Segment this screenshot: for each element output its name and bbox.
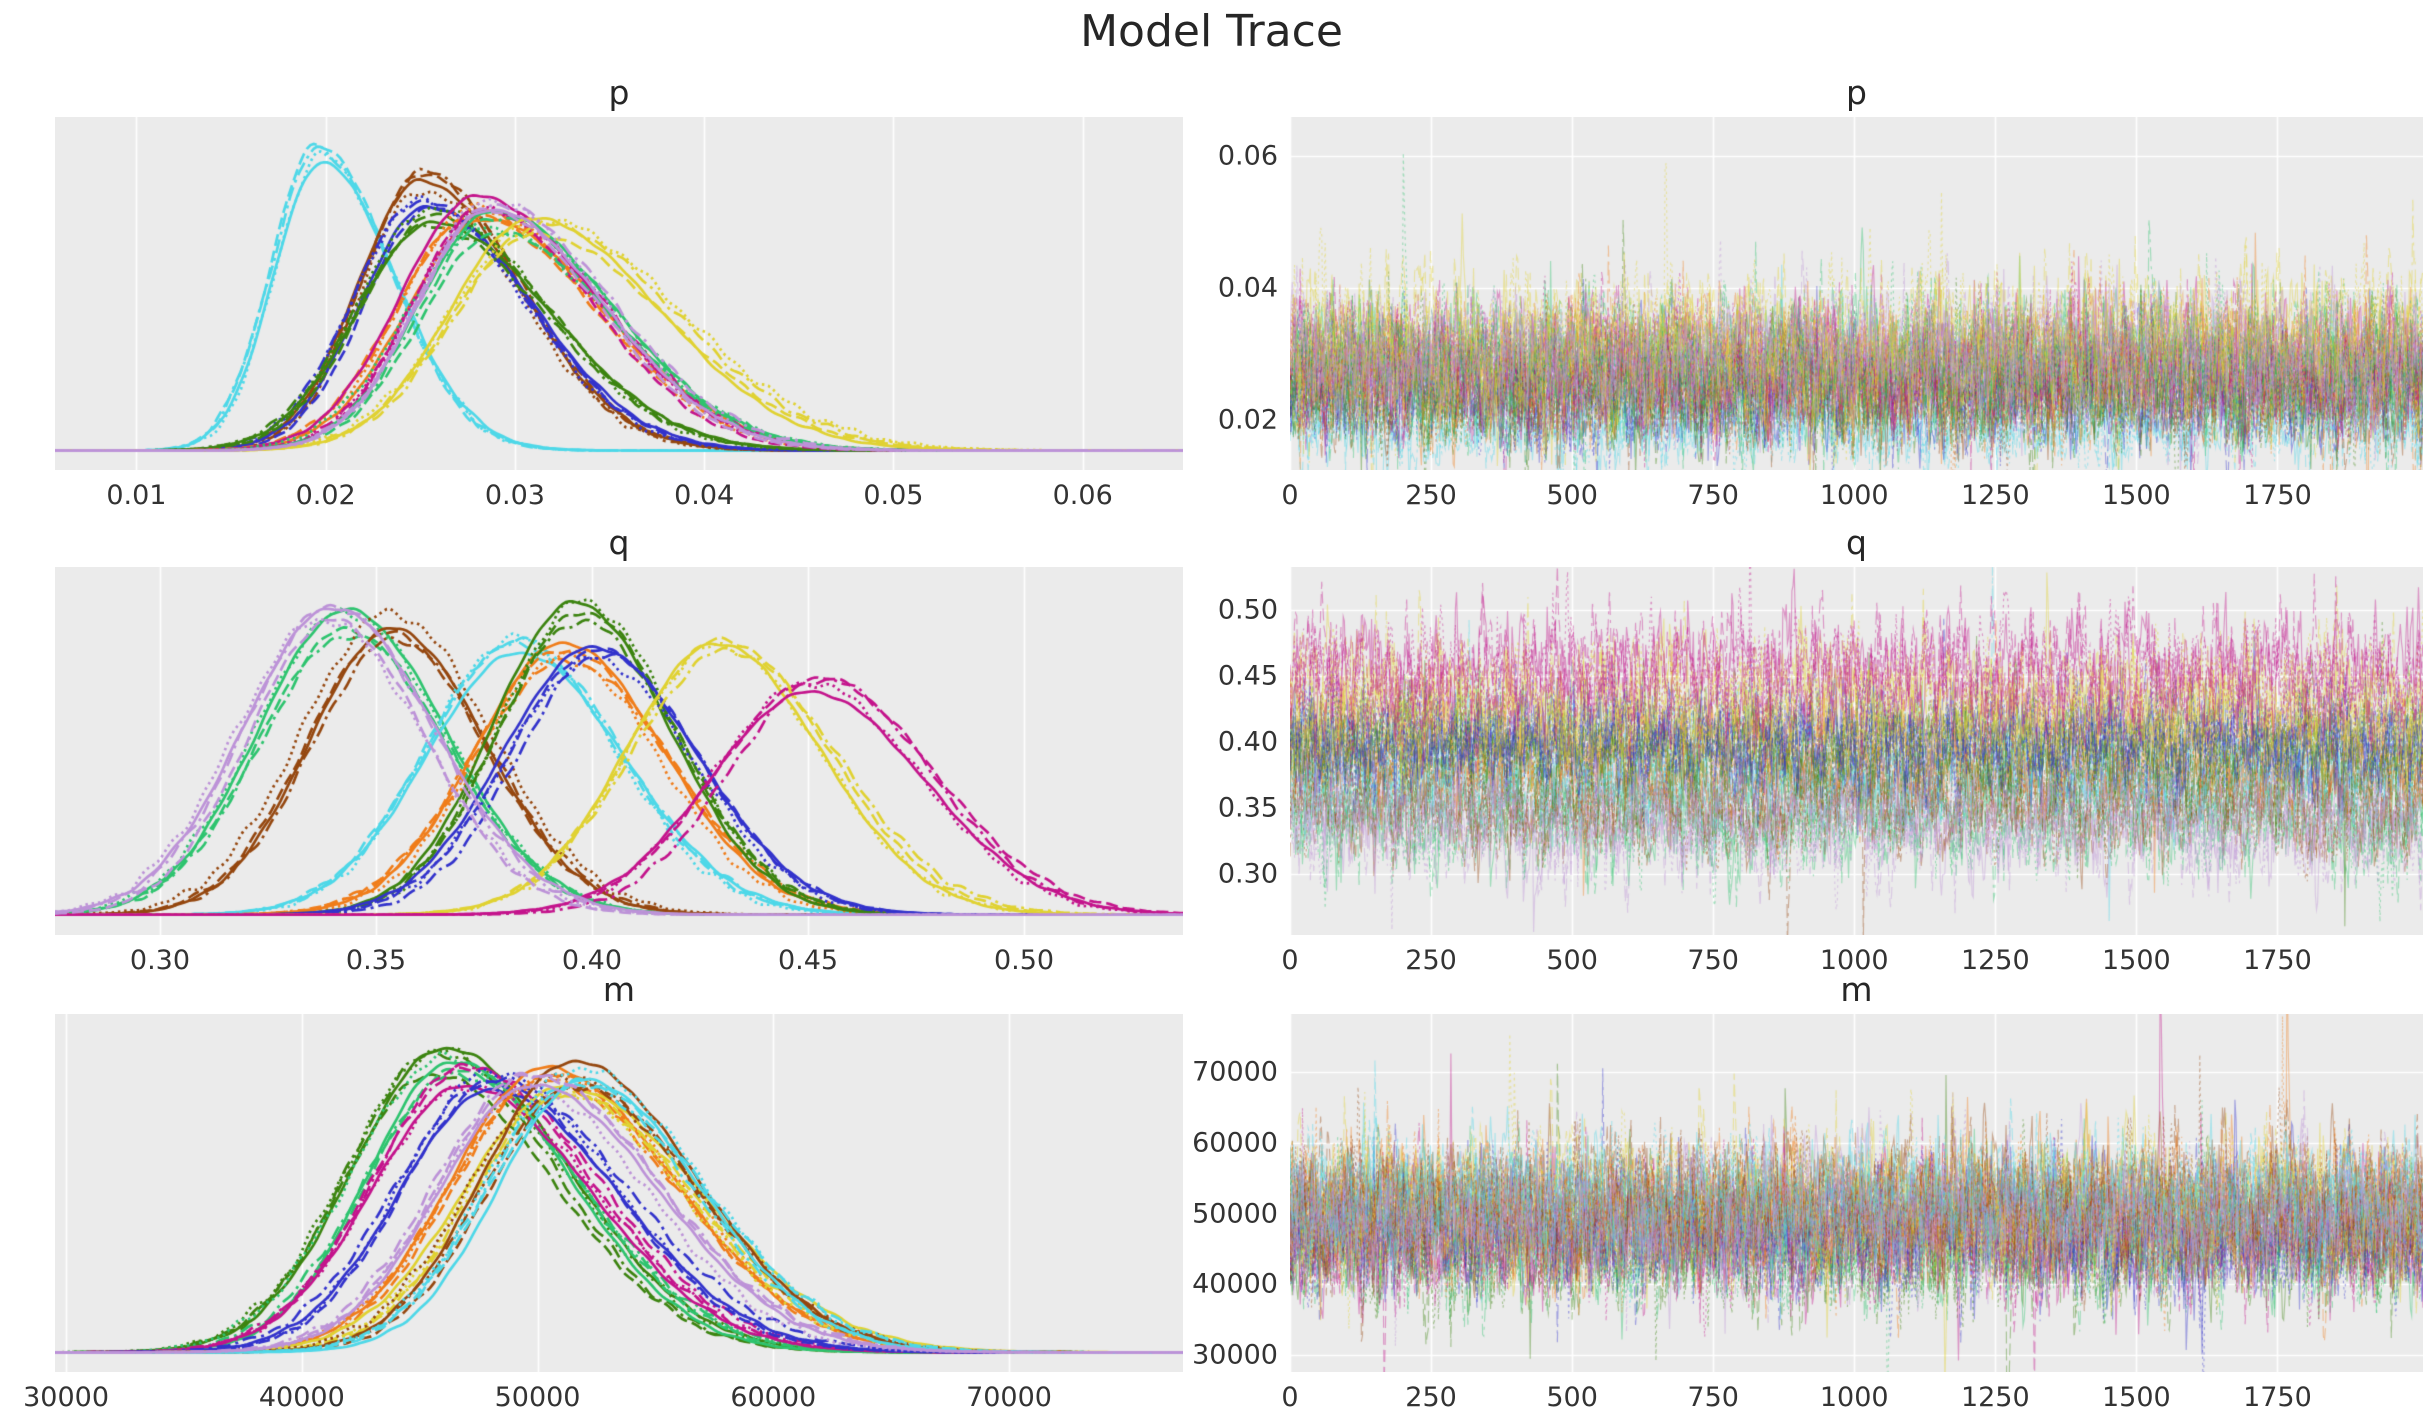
tick-label: 500 (1546, 945, 1598, 976)
tick-label: 1000 (1819, 480, 1889, 511)
tick-label: 1250 (1960, 945, 2030, 976)
q-trace-y-tick-labels: 0.30 0.35 0.40 0.45 0.50 (1190, 567, 1290, 935)
tick-label: 250 (1405, 1382, 1457, 1413)
tick-label: 1250 (1960, 480, 2030, 511)
m-trace-x-tick-labels: 0 250 500 750 1000 1250 1500 1750 (1281, 1372, 2423, 1420)
tick-label: 0.02 (295, 480, 356, 511)
tick-label: 1500 (2102, 480, 2171, 511)
q-trace-canvas (1290, 567, 2423, 935)
tick-label: 0.40 (1217, 726, 1278, 758)
tick-label: 0.50 (993, 945, 1055, 976)
tick-label: 40000 (1192, 1268, 1278, 1300)
tick-label: 0.06 (1217, 140, 1278, 172)
m-density-x-tick-labels: 30000 40000 50000 60000 70000 (23, 1372, 1183, 1420)
tick-label: 750 (1687, 480, 1739, 511)
q-density-canvas (55, 567, 1183, 935)
tick-label: 0.35 (345, 945, 407, 976)
figure-title: Model Trace (1080, 6, 1343, 57)
tick-label: 1750 (2243, 945, 2312, 976)
q-density-x-tick-labels: 0.30 0.35 0.40 0.45 0.50 (55, 935, 1183, 983)
p-density-canvas (55, 117, 1183, 470)
axes-q-trace: q 0 250 500 750 1000 1250 1500 1750 0.30 0.35 0.4… (1218, 526, 2423, 976)
tick-label: 0 (1281, 1382, 1299, 1413)
tick-label: 30000 (23, 1382, 110, 1413)
q-trace-x-tick-labels: 0 250 500 750 1000 1250 1500 1750 (1281, 935, 2423, 983)
p-trace-canvas (1290, 117, 2423, 470)
tick-label: 1500 (2102, 945, 2171, 976)
tick-label: 1750 (2243, 480, 2312, 511)
tick-label: 750 (1687, 1382, 1739, 1413)
tick-label: 1000 (1819, 1382, 1889, 1413)
p-trace-y-tick-labels: 0.02 0.04 0.06 (1190, 117, 1290, 470)
tick-label: 250 (1405, 480, 1457, 511)
m-density-canvas (55, 1014, 1183, 1372)
p-density-x-tick-labels: 0.01 0.02 0.03 0.04 0.05 0.06 (55, 470, 1183, 518)
axes-title-q-density: q (608, 523, 630, 562)
tick-label: 0.45 (777, 945, 839, 976)
tick-label: 1000 (1819, 945, 1889, 976)
axes-title-m-density: m (602, 970, 636, 1009)
tick-label: 70000 (966, 1382, 1052, 1413)
tick-label: 0.35 (1217, 792, 1278, 824)
tick-label: 0 (1281, 480, 1299, 511)
tick-label: 70000 (1192, 1056, 1278, 1088)
tick-label: 1750 (2243, 1382, 2312, 1413)
tick-label: 0.01 (106, 480, 167, 511)
m-trace-y-tick-labels: 30000 40000 50000 60000 70000 (1190, 1014, 1290, 1372)
axes-m-density: m 30000 40000 50000 60000 70000 (23, 973, 1183, 1413)
axes-m-trace: m 0 250 500 750 1000 1250 1500 1750 30000 40000 5… (1192, 973, 2423, 1413)
tick-label: 0 (1281, 945, 1299, 976)
tick-label: 0.02 (1217, 404, 1278, 436)
tick-label: 0.05 (863, 480, 924, 511)
tick-label: 50000 (1192, 1198, 1278, 1230)
tick-label: 0.03 (484, 480, 545, 511)
m-trace-canvas (1290, 1014, 2423, 1372)
tick-label: 1500 (2102, 1382, 2171, 1413)
axes-title-p-density: p (608, 73, 630, 112)
tick-label: 30000 (1192, 1339, 1278, 1371)
tick-label: 0.40 (561, 945, 623, 976)
tick-label: 500 (1546, 1382, 1598, 1413)
tick-label: 0.04 (674, 480, 735, 511)
tick-label: 0.45 (1217, 660, 1278, 692)
tick-label: 0.50 (1217, 594, 1278, 626)
axes-title-q-trace: q (1846, 523, 1867, 562)
axes-title-m-trace: m (1840, 970, 1873, 1009)
tick-label: 1250 (1960, 1382, 2030, 1413)
tick-label: 500 (1546, 480, 1598, 511)
axes-title-p-trace: p (1846, 73, 1867, 112)
tick-label: 0.06 (1052, 480, 1113, 511)
tick-label: 0.30 (129, 945, 191, 976)
tick-label: 50000 (494, 1382, 581, 1413)
tick-label: 250 (1405, 945, 1457, 976)
axes-q-density: q 0.30 0.35 0.40 0.45 0.50 (55, 526, 1183, 976)
tick-label: 60000 (1192, 1127, 1278, 1159)
tick-label: 0.30 (1217, 858, 1278, 890)
tick-label: 0.04 (1217, 272, 1278, 304)
tick-label: 60000 (730, 1382, 817, 1413)
p-trace-x-tick-labels: 0 250 500 750 1000 1250 1500 1750 (1281, 470, 2423, 518)
axes-p-trace: p 0 250 500 750 1000 1250 1500 1750 0.02 0.04 0.0… (1218, 76, 2423, 511)
axes-p-density: p 0.01 0.02 0.03 0.04 0.05 0.06 (55, 76, 1183, 511)
tick-label: 750 (1687, 945, 1739, 976)
tick-label: 40000 (258, 1382, 345, 1413)
